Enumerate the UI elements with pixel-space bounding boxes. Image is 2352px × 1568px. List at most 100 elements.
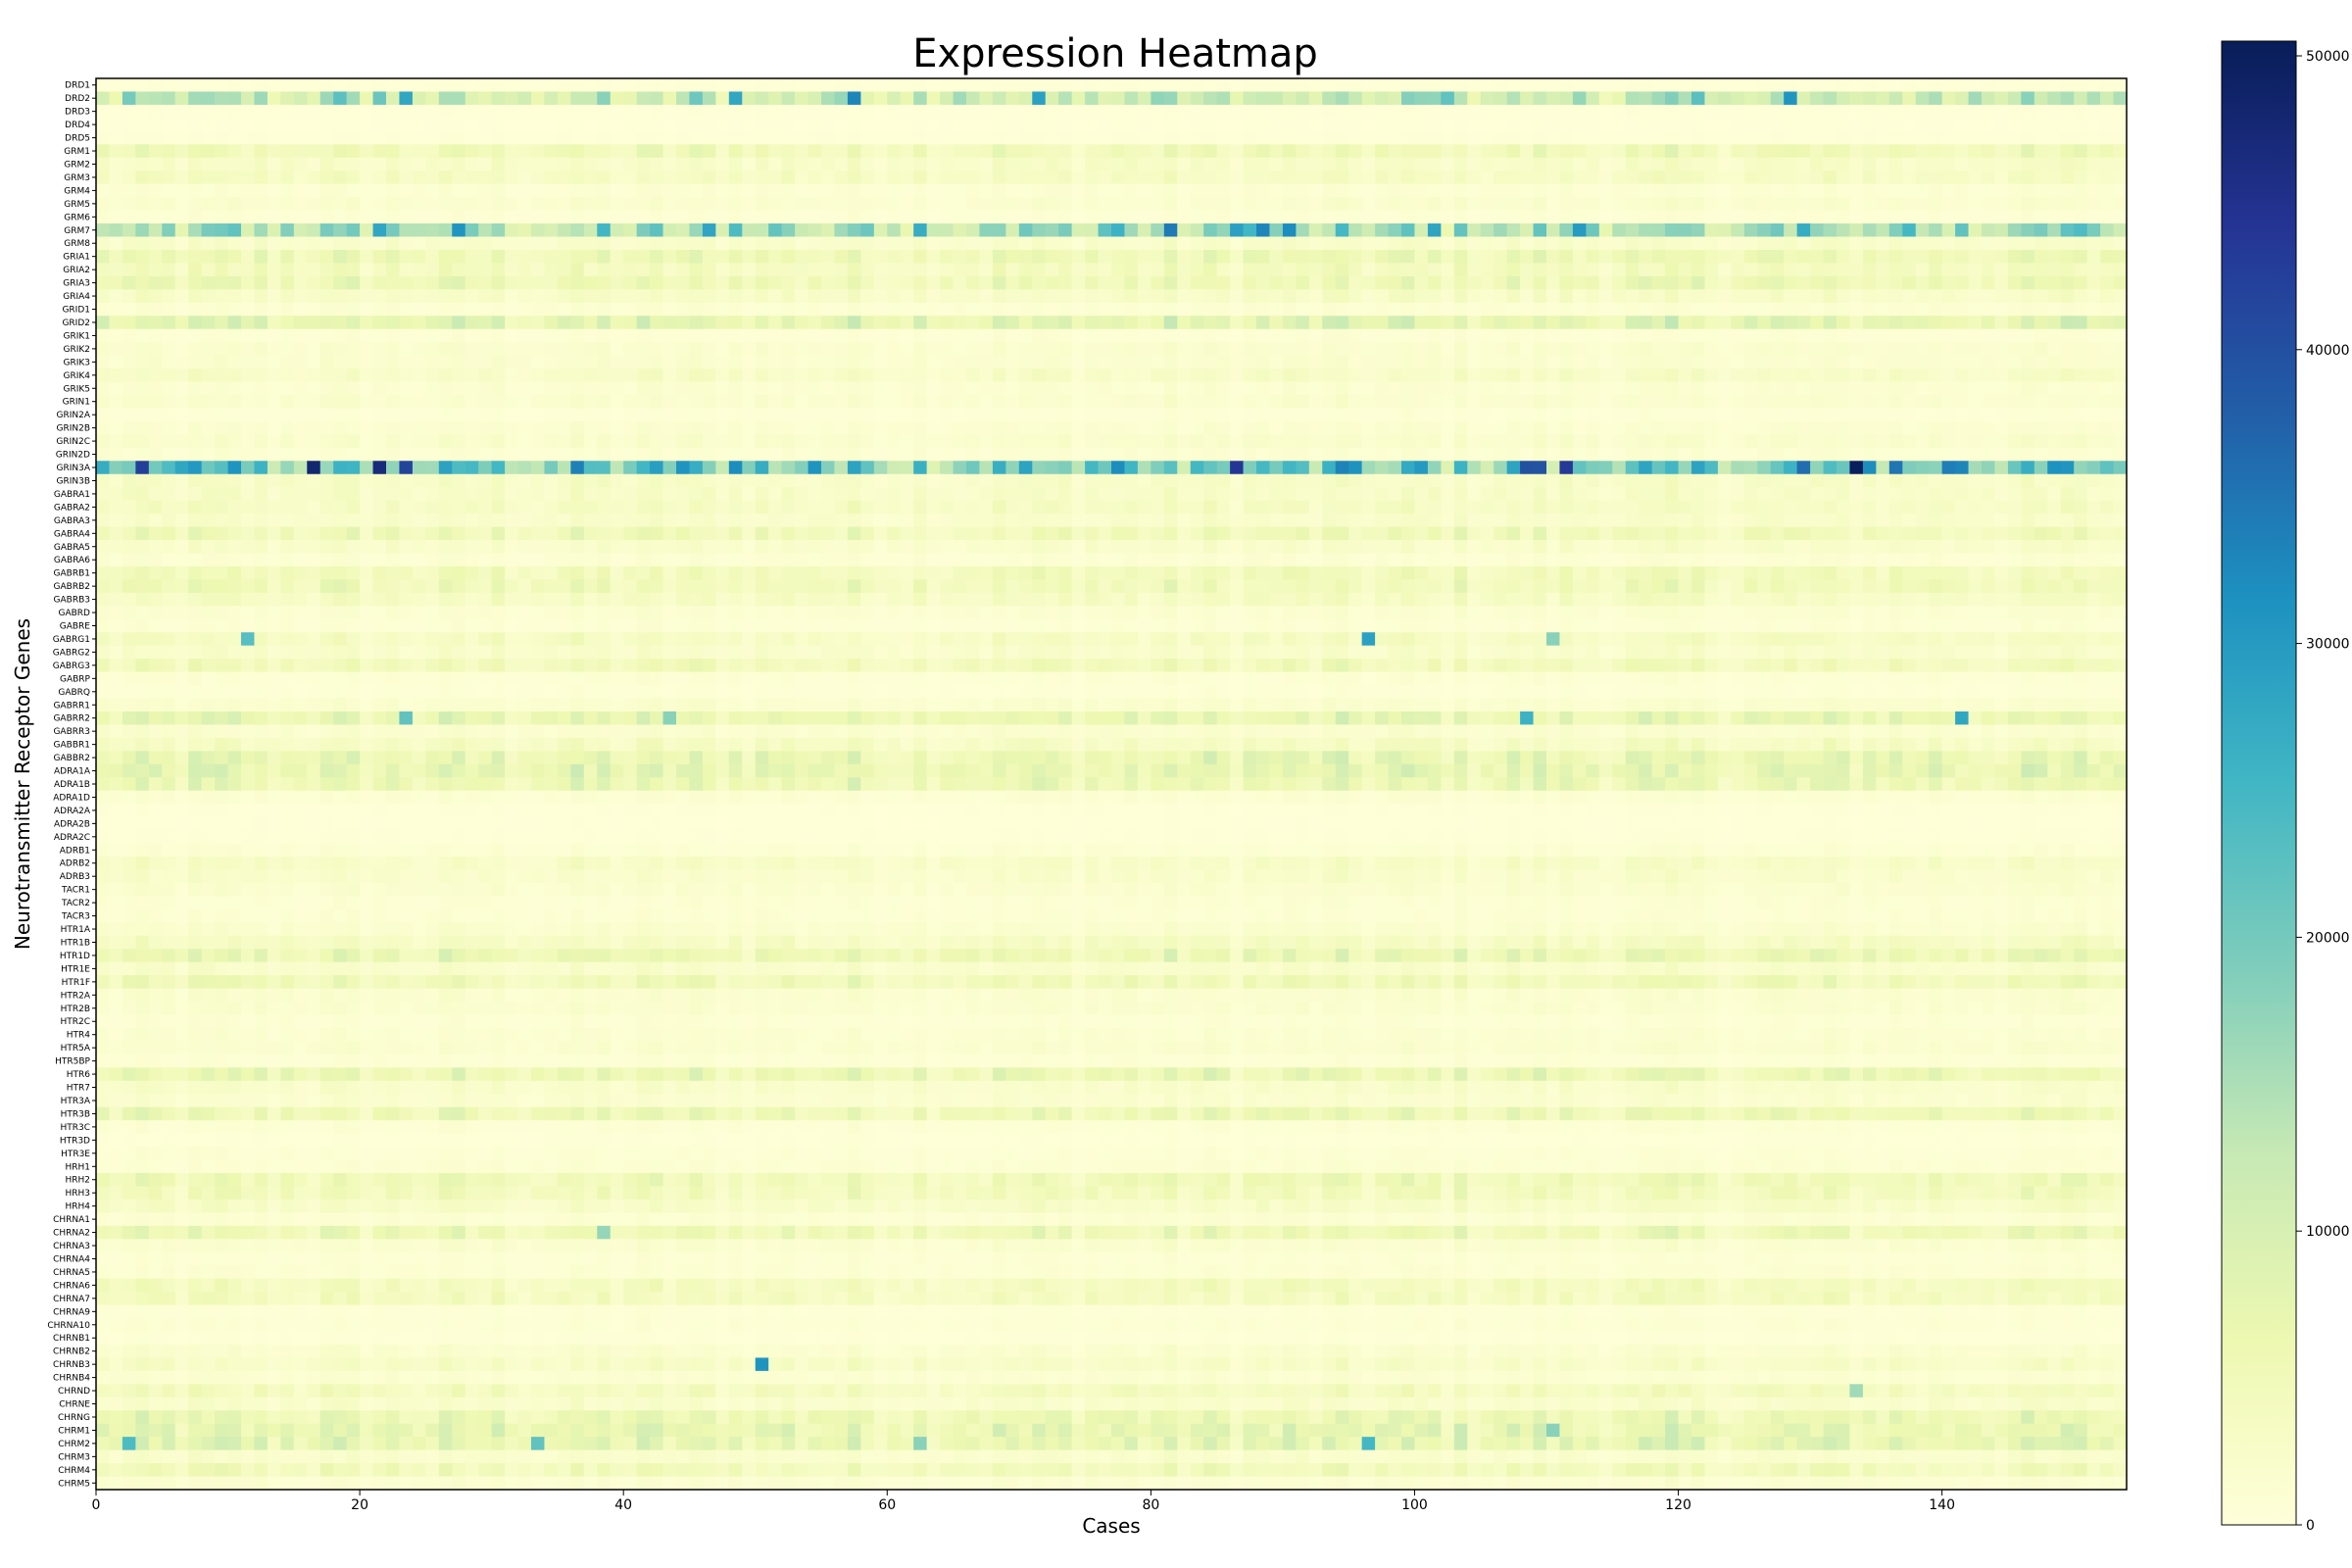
heatmap-cell — [478, 275, 493, 290]
heatmap-cell — [1586, 289, 1600, 304]
heatmap-cell — [1427, 420, 1442, 435]
heatmap-cell — [742, 104, 757, 119]
heatmap-cell — [1691, 434, 1705, 449]
heatmap-cell — [1665, 118, 1679, 132]
heatmap-cell — [174, 130, 189, 145]
heatmap-cell — [1731, 144, 1745, 159]
heatmap-cell — [135, 408, 150, 422]
heatmap-cell — [1480, 408, 1494, 422]
heatmap-cell — [742, 328, 757, 343]
heatmap-cell — [1743, 91, 1758, 106]
heatmap-cell — [1243, 263, 1257, 277]
heatmap-cell — [1045, 263, 1059, 277]
heatmap-cell — [1296, 355, 1310, 369]
heatmap-cell — [1796, 249, 1811, 264]
heatmap-cell — [847, 104, 861, 119]
heatmap-cell — [795, 263, 808, 277]
heatmap-cell — [570, 394, 585, 409]
heatmap-cell — [1743, 368, 1758, 382]
heatmap-cell — [1612, 157, 1627, 172]
heatmap-cell — [1480, 236, 1494, 251]
heatmap-cell — [992, 118, 1006, 132]
heatmap-cell — [399, 368, 414, 382]
heatmap-cell — [1375, 461, 1389, 475]
heatmap-cell — [2047, 275, 2062, 290]
heatmap-cell — [1071, 144, 1086, 159]
heatmap-cell — [847, 461, 861, 475]
heatmap-cell — [174, 104, 189, 119]
heatmap-cell — [478, 249, 493, 264]
heatmap-cell — [1955, 461, 1969, 475]
heatmap-cell — [1085, 355, 1099, 369]
heatmap-cell — [1888, 249, 1903, 264]
heatmap-cell — [1717, 434, 1732, 449]
heatmap-cell — [1203, 487, 1218, 502]
heatmap-cell — [650, 223, 663, 237]
heatmap-cell — [689, 500, 704, 514]
heatmap-cell — [1743, 183, 1758, 198]
heatmap-cell — [1427, 342, 1442, 357]
heatmap-cell — [1427, 473, 1442, 488]
heatmap-cell — [1770, 355, 1785, 369]
heatmap-cell — [2060, 420, 2075, 435]
heatmap-cell — [1612, 355, 1627, 369]
heatmap-cell — [1375, 316, 1389, 330]
heatmap-cell — [1216, 302, 1231, 317]
heatmap-cell — [1098, 91, 1112, 106]
heatmap-cell — [1124, 434, 1139, 449]
heatmap-cell — [1453, 289, 1468, 304]
heatmap-cell — [319, 316, 334, 330]
heatmap-cell — [1427, 408, 1442, 422]
heatmap-cell — [1639, 197, 1653, 211]
heatmap-cell — [913, 394, 928, 409]
heatmap-cell — [1045, 130, 1059, 145]
heatmap-cell — [517, 249, 532, 264]
heatmap-cell — [386, 223, 400, 237]
heatmap-cell — [795, 197, 808, 211]
heatmap-cell — [1401, 263, 1415, 277]
heatmap-cell — [188, 461, 203, 475]
heatmap-cell — [900, 130, 914, 145]
heatmap-cell — [768, 447, 783, 462]
heatmap-cell — [1282, 171, 1297, 185]
heatmap-cell — [1506, 408, 1521, 422]
heatmap-cell — [966, 355, 980, 369]
heatmap-cell — [1005, 408, 1020, 422]
heatmap-cell — [1717, 236, 1732, 251]
heatmap-cell — [1058, 316, 1073, 330]
heatmap-cell — [926, 223, 941, 237]
heatmap-cell — [2021, 420, 2035, 435]
heatmap-cell — [386, 183, 400, 198]
heatmap-cell — [293, 342, 308, 357]
heatmap-cell — [913, 210, 928, 224]
heatmap-cell — [1058, 144, 1073, 159]
heatmap-cell — [808, 394, 822, 409]
heatmap-cell — [1770, 394, 1785, 409]
heatmap-cell — [452, 263, 466, 277]
heatmap-cell — [1651, 328, 1666, 343]
heatmap-cell — [1401, 381, 1415, 396]
heatmap-cell — [1902, 104, 1917, 119]
heatmap-cell — [1177, 236, 1192, 251]
heatmap-cell — [1045, 394, 1059, 409]
heatmap-cell — [1810, 275, 1824, 290]
heatmap-cell — [1401, 118, 1415, 132]
heatmap-cell — [1467, 263, 1482, 277]
heatmap-cell — [1203, 263, 1218, 277]
heatmap-cell — [1216, 355, 1231, 369]
heatmap-cell — [1388, 447, 1402, 462]
heatmap-cell — [505, 355, 518, 369]
heatmap-cell — [1282, 263, 1297, 277]
heatmap-cell — [1902, 197, 1917, 211]
heatmap-cell — [1098, 289, 1112, 304]
heatmap-cell — [557, 381, 571, 396]
heatmap-cell — [241, 328, 255, 343]
heatmap-cell — [1823, 104, 1838, 119]
heatmap-cell — [1163, 157, 1178, 172]
heatmap-cell — [2007, 302, 2022, 317]
heatmap-cell — [623, 223, 638, 237]
heatmap-cell — [1757, 91, 1772, 106]
heatmap-cell — [1572, 171, 1587, 185]
heatmap-cell — [1427, 157, 1442, 172]
heatmap-cell — [636, 434, 651, 449]
